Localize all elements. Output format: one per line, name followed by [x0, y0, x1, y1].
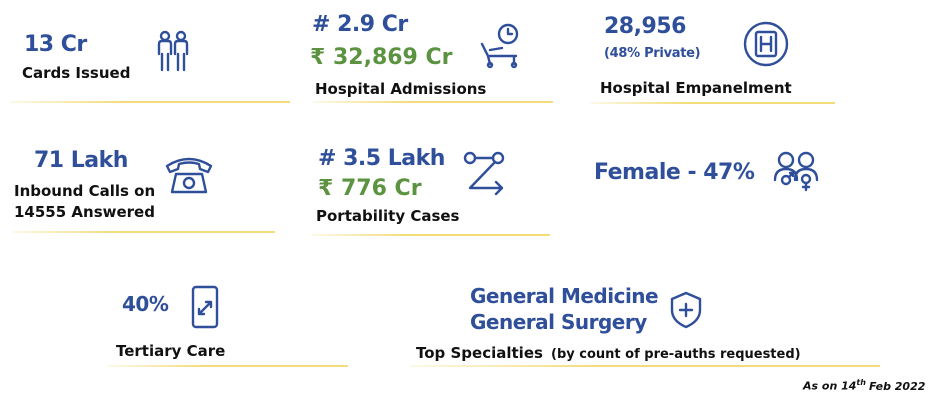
specialty-1: General Medicine — [470, 284, 659, 308]
specialties-label-row: Top Specialties (by count of pre-auths r… — [416, 343, 801, 362]
underline — [10, 101, 290, 103]
calls-label-2: 14555 Answered — [14, 203, 155, 221]
underline — [12, 231, 275, 233]
gender-icon — [773, 151, 819, 192]
portability-amount: ₹ 776 Cr — [318, 176, 422, 201]
underline — [313, 101, 553, 103]
underline — [108, 365, 348, 367]
underline — [410, 365, 880, 367]
specialties-label: Top Specialties — [416, 344, 543, 362]
cards-issued-value: 13 Cr — [24, 32, 87, 57]
empanelment-value: 28,956 — [604, 14, 686, 39]
calls-value: 71 Lakh — [34, 148, 128, 173]
tertiary-label: Tertiary Care — [116, 342, 226, 360]
calls-label-1: Inbound Calls on — [14, 182, 156, 200]
empanelment-note: (48% Private) — [604, 46, 701, 61]
specialty-2: General Surgery — [470, 310, 647, 334]
telephone-icon — [165, 157, 213, 194]
shield-icon — [670, 291, 702, 329]
as-of-date: As on 14th Feb 2022 — [803, 378, 925, 393]
people-icon — [157, 30, 189, 72]
admissions-count: # 2.9 Cr — [312, 12, 408, 37]
transfer-icon — [463, 151, 505, 196]
female-share: Female - 47% — [594, 160, 755, 185]
portability-label: Portability Cases — [316, 207, 460, 225]
underline — [312, 234, 550, 236]
cards-issued-label: Cards Issued — [22, 64, 131, 82]
mobile-icon — [191, 285, 219, 329]
tertiary-value: 40% — [122, 292, 169, 316]
admissions-amount: ₹ 32,869 Cr — [310, 45, 453, 70]
portability-count: # 3.5 Lakh — [318, 146, 445, 171]
date-suffix: Feb 2022 — [868, 379, 926, 393]
hospital-icon — [743, 21, 789, 67]
admissions-label: Hospital Admissions — [315, 80, 487, 98]
underline — [590, 102, 835, 104]
empanelment-label: Hospital Empanelment — [600, 79, 792, 97]
specialties-note: (by count of pre-auths requested) — [551, 347, 801, 362]
date-prefix: As on 14 — [803, 379, 857, 393]
hospital-bed-icon — [480, 23, 519, 69]
date-superscript: th — [856, 378, 866, 387]
